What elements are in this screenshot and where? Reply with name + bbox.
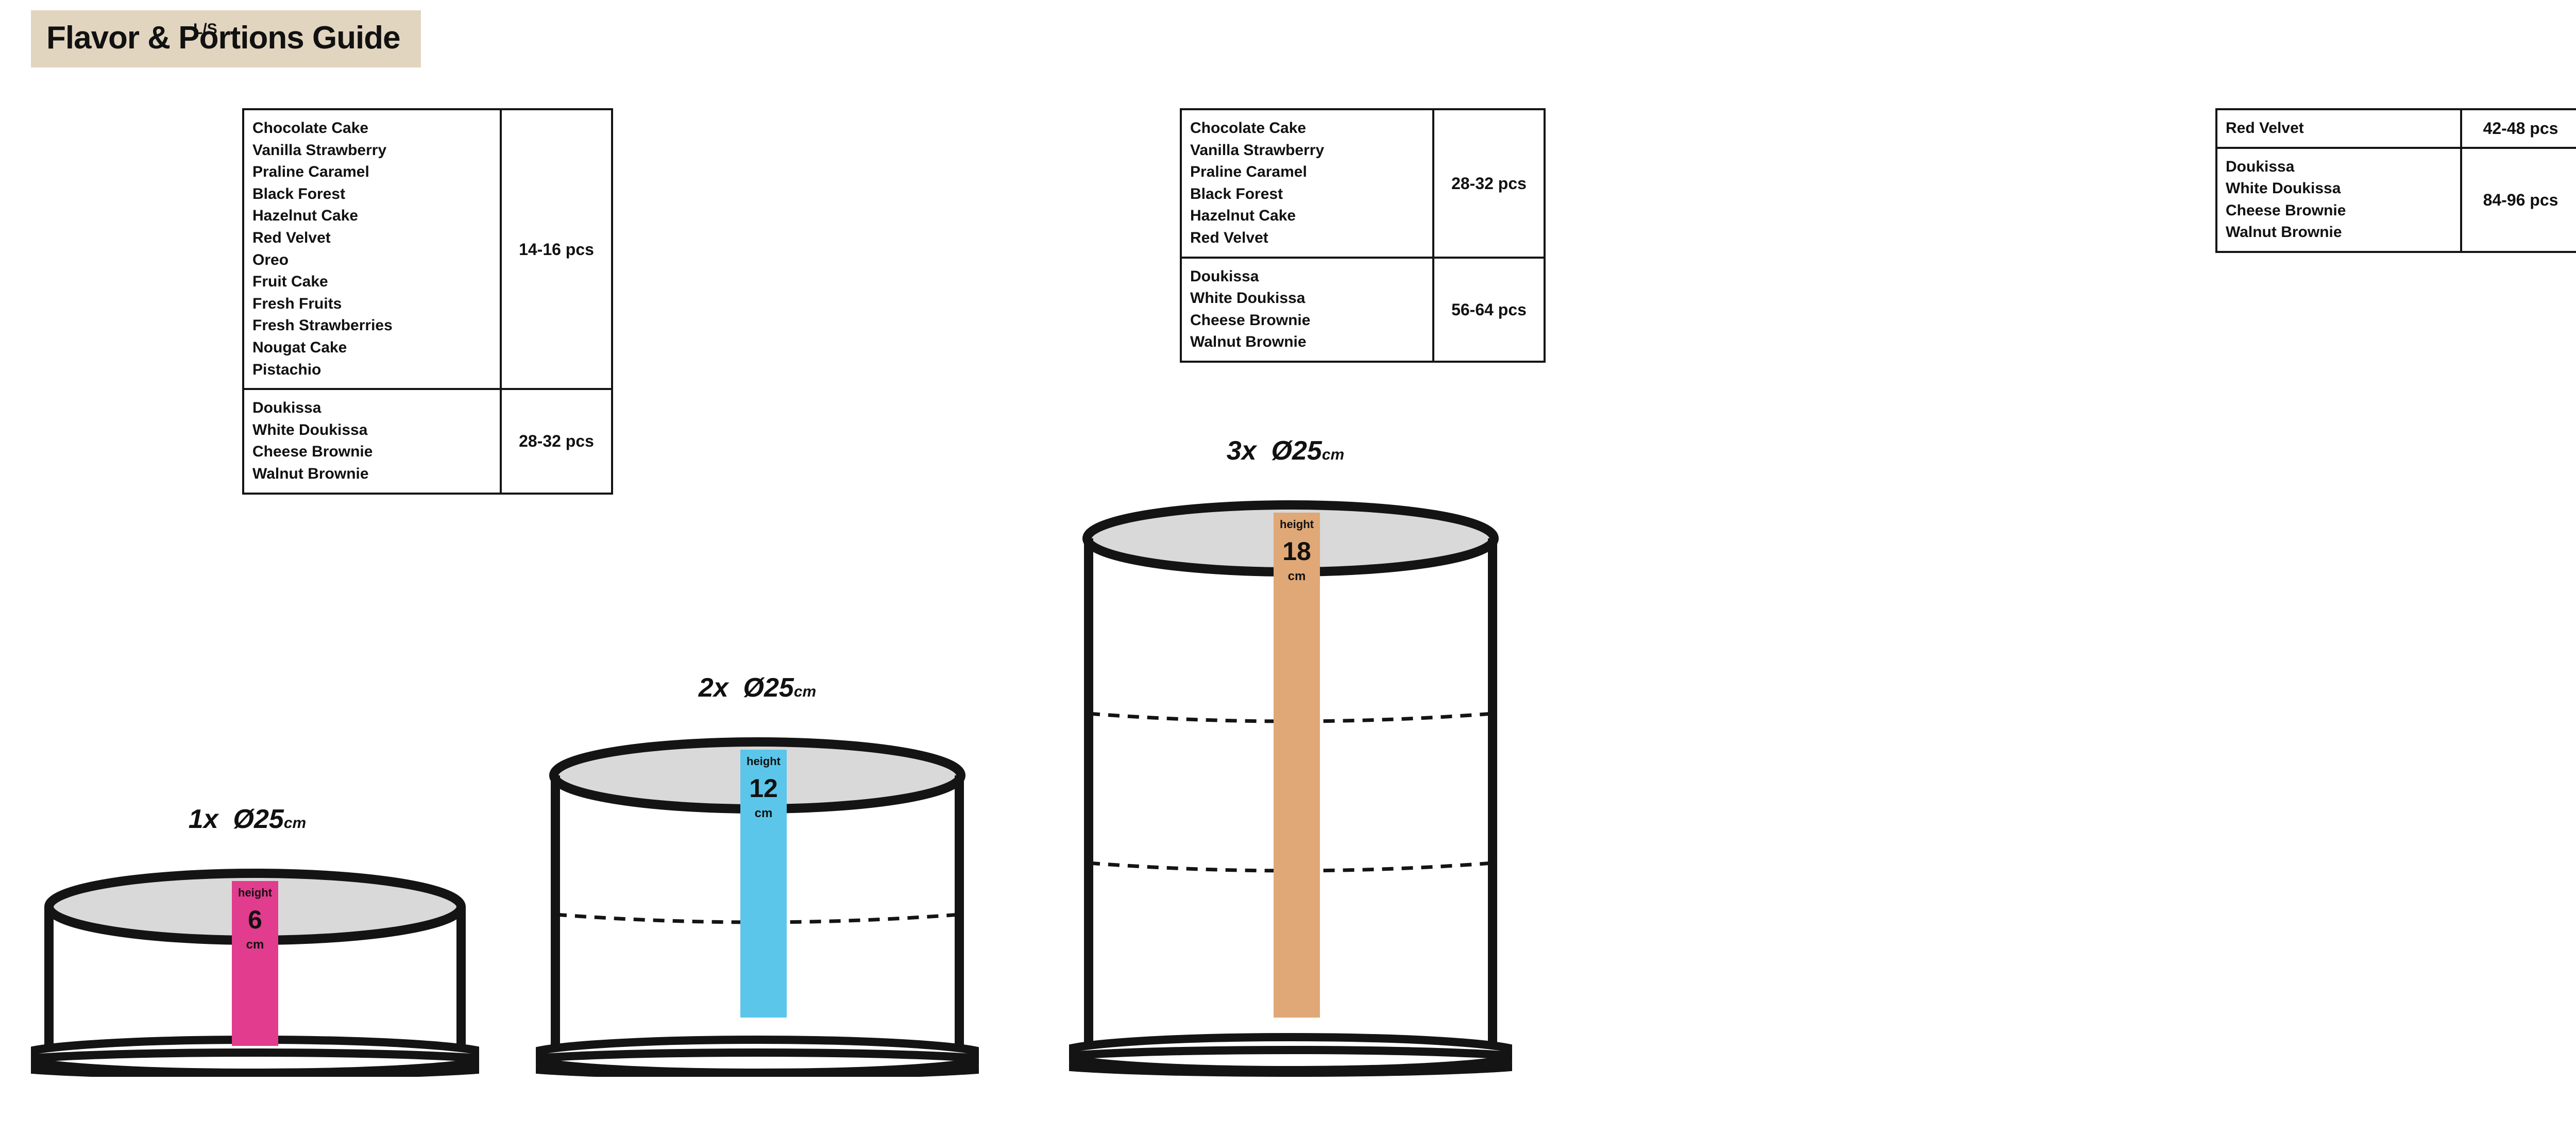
portion-count-3x-premium: 84-96 pcs: [2462, 149, 2576, 251]
portion-count-2x-regular: 28-32 pcs: [1434, 110, 1544, 257]
flavor-list-1x-regular: Chocolate Cake Vanilla Strawberry Pralin…: [244, 110, 502, 388]
flavor-list-2x-premium: Doukissa White Doukissa Cheese Brownie W…: [1182, 259, 1434, 361]
portion-count-3x-regular: 42-48 pcs: [2462, 110, 2576, 147]
flavor-list-3x-premium: Doukissa White Doukissa Cheese Brownie W…: [2217, 149, 2462, 251]
portion-count-2x-premium: 56-64 pcs: [1434, 259, 1544, 361]
flavor-list-3x-regular: Red Velvet: [2217, 110, 2462, 147]
page-title: Flavor & Portions Guide: [46, 20, 400, 56]
flavor-table-2x: Chocolate Cake Vanilla Strawberry Pralin…: [1180, 108, 1546, 363]
flavor-table-1x: Chocolate Cake Vanilla Strawberry Pralin…: [242, 108, 613, 495]
cake-height-indicator-3x: height 18 cm: [1274, 513, 1320, 1018]
flavor-list-2x-regular: Chocolate Cake Vanilla Strawberry Pralin…: [1182, 110, 1434, 257]
page-header: Flavor & Portions Guide: [31, 10, 421, 67]
cake-size-label-3x: 3x Ø25cm: [1126, 435, 1445, 466]
portion-count-1x-regular: 14-16 pcs: [502, 110, 611, 388]
portion-count-1x-premium: 28-32 pcs: [502, 390, 611, 492]
cake-size-label-1x: 1x Ø25cm: [88, 804, 407, 835]
flavor-list-1x-premium: Doukissa White Doukissa Cheese Brownie W…: [244, 390, 502, 492]
ls-badge: L/S: [193, 21, 217, 38]
cake-size-label-2x: 2x Ø25cm: [603, 672, 912, 703]
cake-height-indicator-1x: height 6 cm: [232, 881, 278, 1046]
flavor-table-3x: Red Velvet 42-48 pcs Doukissa White Douk…: [2215, 108, 2576, 253]
cake-height-indicator-2x: height 12 cm: [740, 750, 787, 1018]
